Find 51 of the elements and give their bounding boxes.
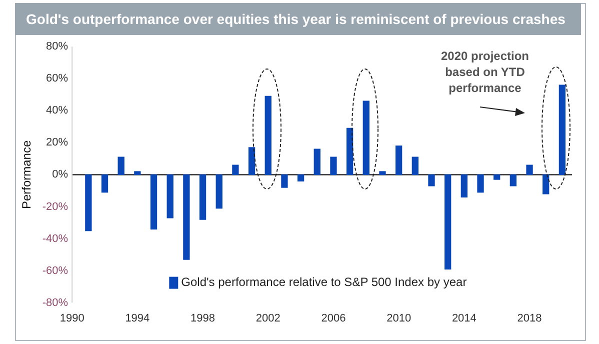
bar bbox=[134, 171, 141, 176]
y-tick-label: -60% bbox=[42, 264, 68, 277]
bar bbox=[444, 174, 452, 270]
y-tick-label: -40% bbox=[42, 232, 68, 245]
bar bbox=[101, 174, 108, 193]
bar bbox=[183, 174, 190, 260]
bar bbox=[330, 156, 337, 176]
x-tick-label: 1990 bbox=[60, 312, 84, 324]
bar bbox=[232, 164, 239, 176]
bar bbox=[85, 174, 92, 232]
bar bbox=[395, 146, 402, 176]
bar bbox=[412, 156, 418, 176]
bar bbox=[558, 84, 566, 176]
bar bbox=[510, 174, 517, 186]
x-tick-label: 2006 bbox=[321, 312, 346, 324]
bar bbox=[297, 174, 304, 182]
chart-title: Gold's outperformance over equities this year is reminiscent of previous crashes bbox=[15, 3, 581, 35]
bar bbox=[542, 174, 550, 194]
bar bbox=[248, 147, 256, 176]
bar bbox=[264, 96, 272, 176]
legend-label: Gold's performance relative to S&P 500 Index by year bbox=[181, 275, 467, 290]
y-tick-label: 80% bbox=[46, 40, 68, 53]
bar bbox=[526, 164, 533, 176]
bar bbox=[166, 174, 174, 218]
y-tick-label: -80% bbox=[42, 296, 68, 309]
x-tick-label: 2018 bbox=[517, 312, 542, 324]
bar bbox=[460, 174, 468, 198]
bar bbox=[346, 128, 354, 176]
bar bbox=[118, 156, 124, 176]
x-tick-label: 1994 bbox=[125, 312, 150, 324]
bar bbox=[199, 174, 206, 220]
x-tick-label: 2014 bbox=[452, 312, 476, 324]
bar bbox=[379, 171, 386, 176]
x-tick-label: 2002 bbox=[256, 312, 280, 324]
y-tick-label: 60% bbox=[46, 72, 68, 85]
x-tick-label: 1998 bbox=[190, 312, 216, 324]
y-tick-label: 40% bbox=[46, 104, 68, 117]
annotation: 2020 projection based on YTD performance bbox=[440, 48, 530, 96]
y-axis-title: Performance bbox=[20, 140, 34, 210]
bar bbox=[362, 100, 370, 176]
bar bbox=[494, 174, 500, 180]
y-tick-label: 0% bbox=[52, 168, 68, 181]
bar bbox=[281, 174, 288, 188]
bar bbox=[216, 174, 222, 209]
y-tick-label: -20% bbox=[42, 200, 68, 213]
bar bbox=[477, 174, 484, 193]
y-tick-label: 20% bbox=[46, 136, 68, 149]
bar bbox=[150, 174, 158, 230]
bar bbox=[314, 148, 320, 176]
x-tick-label: 2010 bbox=[386, 312, 412, 324]
bar bbox=[428, 174, 435, 186]
